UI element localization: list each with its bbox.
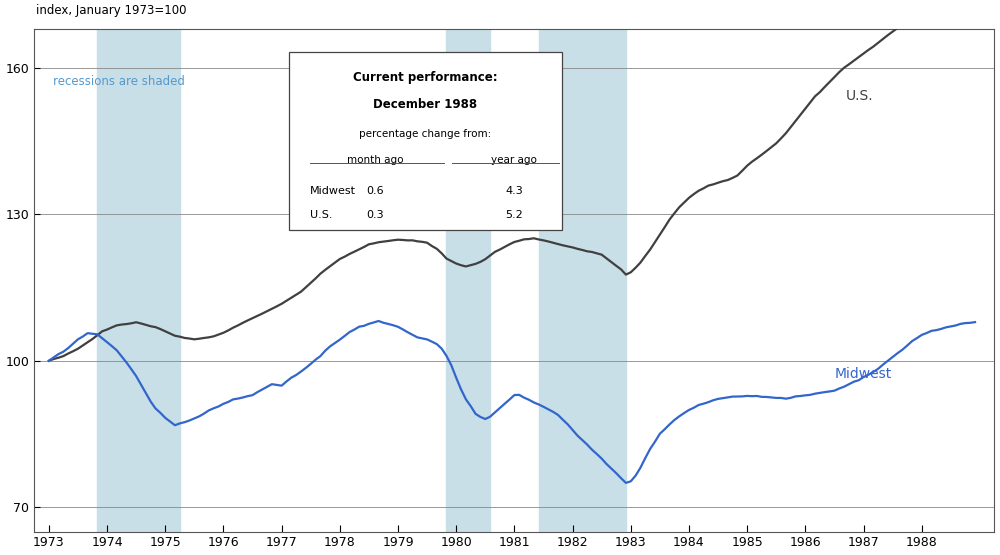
Text: Current performance:: Current performance: xyxy=(353,70,498,84)
Text: 4.3: 4.3 xyxy=(505,186,523,196)
Text: 0.6: 0.6 xyxy=(366,186,384,196)
Text: 0.3: 0.3 xyxy=(366,210,384,220)
Text: index, January 1973=100: index, January 1973=100 xyxy=(36,4,187,17)
Text: December 1988: December 1988 xyxy=(373,98,478,111)
Bar xyxy=(446,29,490,532)
Bar xyxy=(97,29,180,532)
Text: Midwest: Midwest xyxy=(310,186,356,196)
Text: U.S.: U.S. xyxy=(846,89,874,103)
Text: Midwest: Midwest xyxy=(834,367,892,381)
Bar xyxy=(539,29,626,532)
Text: U.S.: U.S. xyxy=(310,210,332,220)
Text: recessions are shaded: recessions are shaded xyxy=(53,75,185,88)
Text: percentage change from:: percentage change from: xyxy=(359,129,492,139)
Text: 5.2: 5.2 xyxy=(505,210,523,220)
FancyBboxPatch shape xyxy=(289,52,562,230)
Text: month ago: month ago xyxy=(347,155,403,165)
Text: year ago: year ago xyxy=(491,155,537,165)
